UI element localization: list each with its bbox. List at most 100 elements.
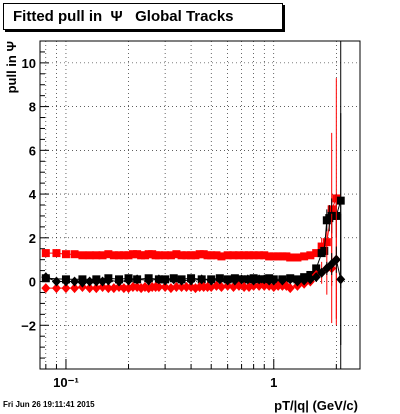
data-point [51, 283, 61, 294]
data-point [161, 251, 170, 260]
y-tick-label: −2 [21, 318, 36, 333]
timestamp-footer: Fri Jun 26 19:11:41 2015 [3, 400, 95, 409]
series-square-black [41, 113, 345, 289]
data-point [154, 274, 164, 285]
y-axis-label: pull in Ψ [4, 41, 19, 93]
data-point [223, 280, 233, 291]
x-tick-label: 10⁻¹ [53, 375, 79, 390]
data-point [254, 280, 264, 291]
data-point [119, 283, 129, 294]
data-point [259, 280, 269, 291]
data-point [103, 283, 113, 294]
y-tick-label: 6 [29, 143, 36, 158]
data-point [312, 264, 321, 273]
data-point [269, 275, 279, 286]
axes: 10⁻¹ 1 −2 0 2 4 6 8 10 [21, 40, 337, 390]
data-point [177, 282, 187, 292]
data-point [171, 282, 181, 292]
data-point [249, 251, 258, 260]
data-point [293, 253, 302, 262]
data-point [195, 250, 204, 259]
data-point [98, 276, 108, 287]
data-point [285, 274, 295, 285]
x-tick-label: 1 [270, 375, 277, 390]
data-point [133, 250, 142, 259]
grid-lines [40, 41, 360, 369]
y-tick-label: 2 [29, 231, 36, 246]
data-point [278, 252, 287, 261]
data-point [78, 251, 87, 260]
data-point [285, 283, 295, 294]
data-point [336, 274, 346, 285]
data-point [197, 274, 207, 285]
data-point [128, 250, 137, 259]
data-point [317, 267, 327, 278]
data-point [98, 251, 107, 260]
data-point [212, 251, 221, 260]
x-axis-label: pT/|q| (GeV/c) [274, 398, 358, 413]
data-point [243, 274, 253, 285]
data-point [132, 274, 142, 285]
data-point [114, 276, 124, 287]
data-point [51, 276, 61, 287]
chart-title: Fitted pull in Ψ Global Tracks [13, 8, 234, 25]
y-tick-label: 4 [29, 187, 37, 202]
data-point [124, 251, 133, 260]
data-point [124, 275, 134, 286]
data-point [104, 250, 113, 259]
data-point [186, 275, 196, 286]
data-point [207, 251, 216, 260]
data-point [237, 274, 247, 285]
data-point [331, 254, 341, 265]
data-point [312, 249, 321, 258]
data-point [160, 282, 170, 292]
data-point [286, 253, 295, 262]
data-point [61, 283, 71, 294]
data-point [172, 250, 181, 259]
data-point [274, 252, 283, 261]
series-line [45, 198, 337, 258]
data-point [41, 283, 51, 294]
data-point [336, 196, 345, 205]
data-point [85, 251, 94, 260]
data-point [70, 283, 80, 294]
data-point [92, 251, 101, 260]
data-point [239, 282, 249, 292]
data-point [223, 251, 232, 260]
data-point [206, 275, 216, 286]
data-point [85, 283, 95, 294]
y-tick-label: 8 [29, 100, 36, 115]
data-point [61, 276, 71, 287]
data-point [230, 275, 240, 286]
data-point [215, 274, 225, 285]
data-point [160, 275, 170, 286]
data-point [299, 275, 309, 286]
data-point [216, 282, 226, 292]
data-point [115, 251, 124, 260]
data-point [317, 242, 326, 251]
series-diamond-black [41, 213, 346, 345]
data-point [177, 251, 186, 260]
data-point [223, 275, 233, 286]
data-point [182, 251, 191, 260]
data-point [191, 251, 200, 260]
data-point [320, 246, 329, 255]
y-tick-label: 10 [22, 56, 36, 71]
data-point [187, 251, 196, 260]
data-point [91, 276, 101, 287]
data-point [98, 282, 108, 292]
data-point [103, 275, 113, 286]
data-point [264, 275, 274, 286]
title-box: Fitted pull in Ψ Global Tracks [3, 3, 283, 30]
plot-frame [39, 40, 361, 370]
data-point [311, 272, 321, 283]
data-point [249, 280, 259, 291]
data-point [169, 274, 179, 285]
data-point [85, 276, 95, 287]
data-point [181, 282, 191, 292]
data-point [61, 250, 70, 259]
data-point [277, 275, 287, 286]
data-point [177, 275, 187, 286]
data-point [144, 275, 154, 286]
